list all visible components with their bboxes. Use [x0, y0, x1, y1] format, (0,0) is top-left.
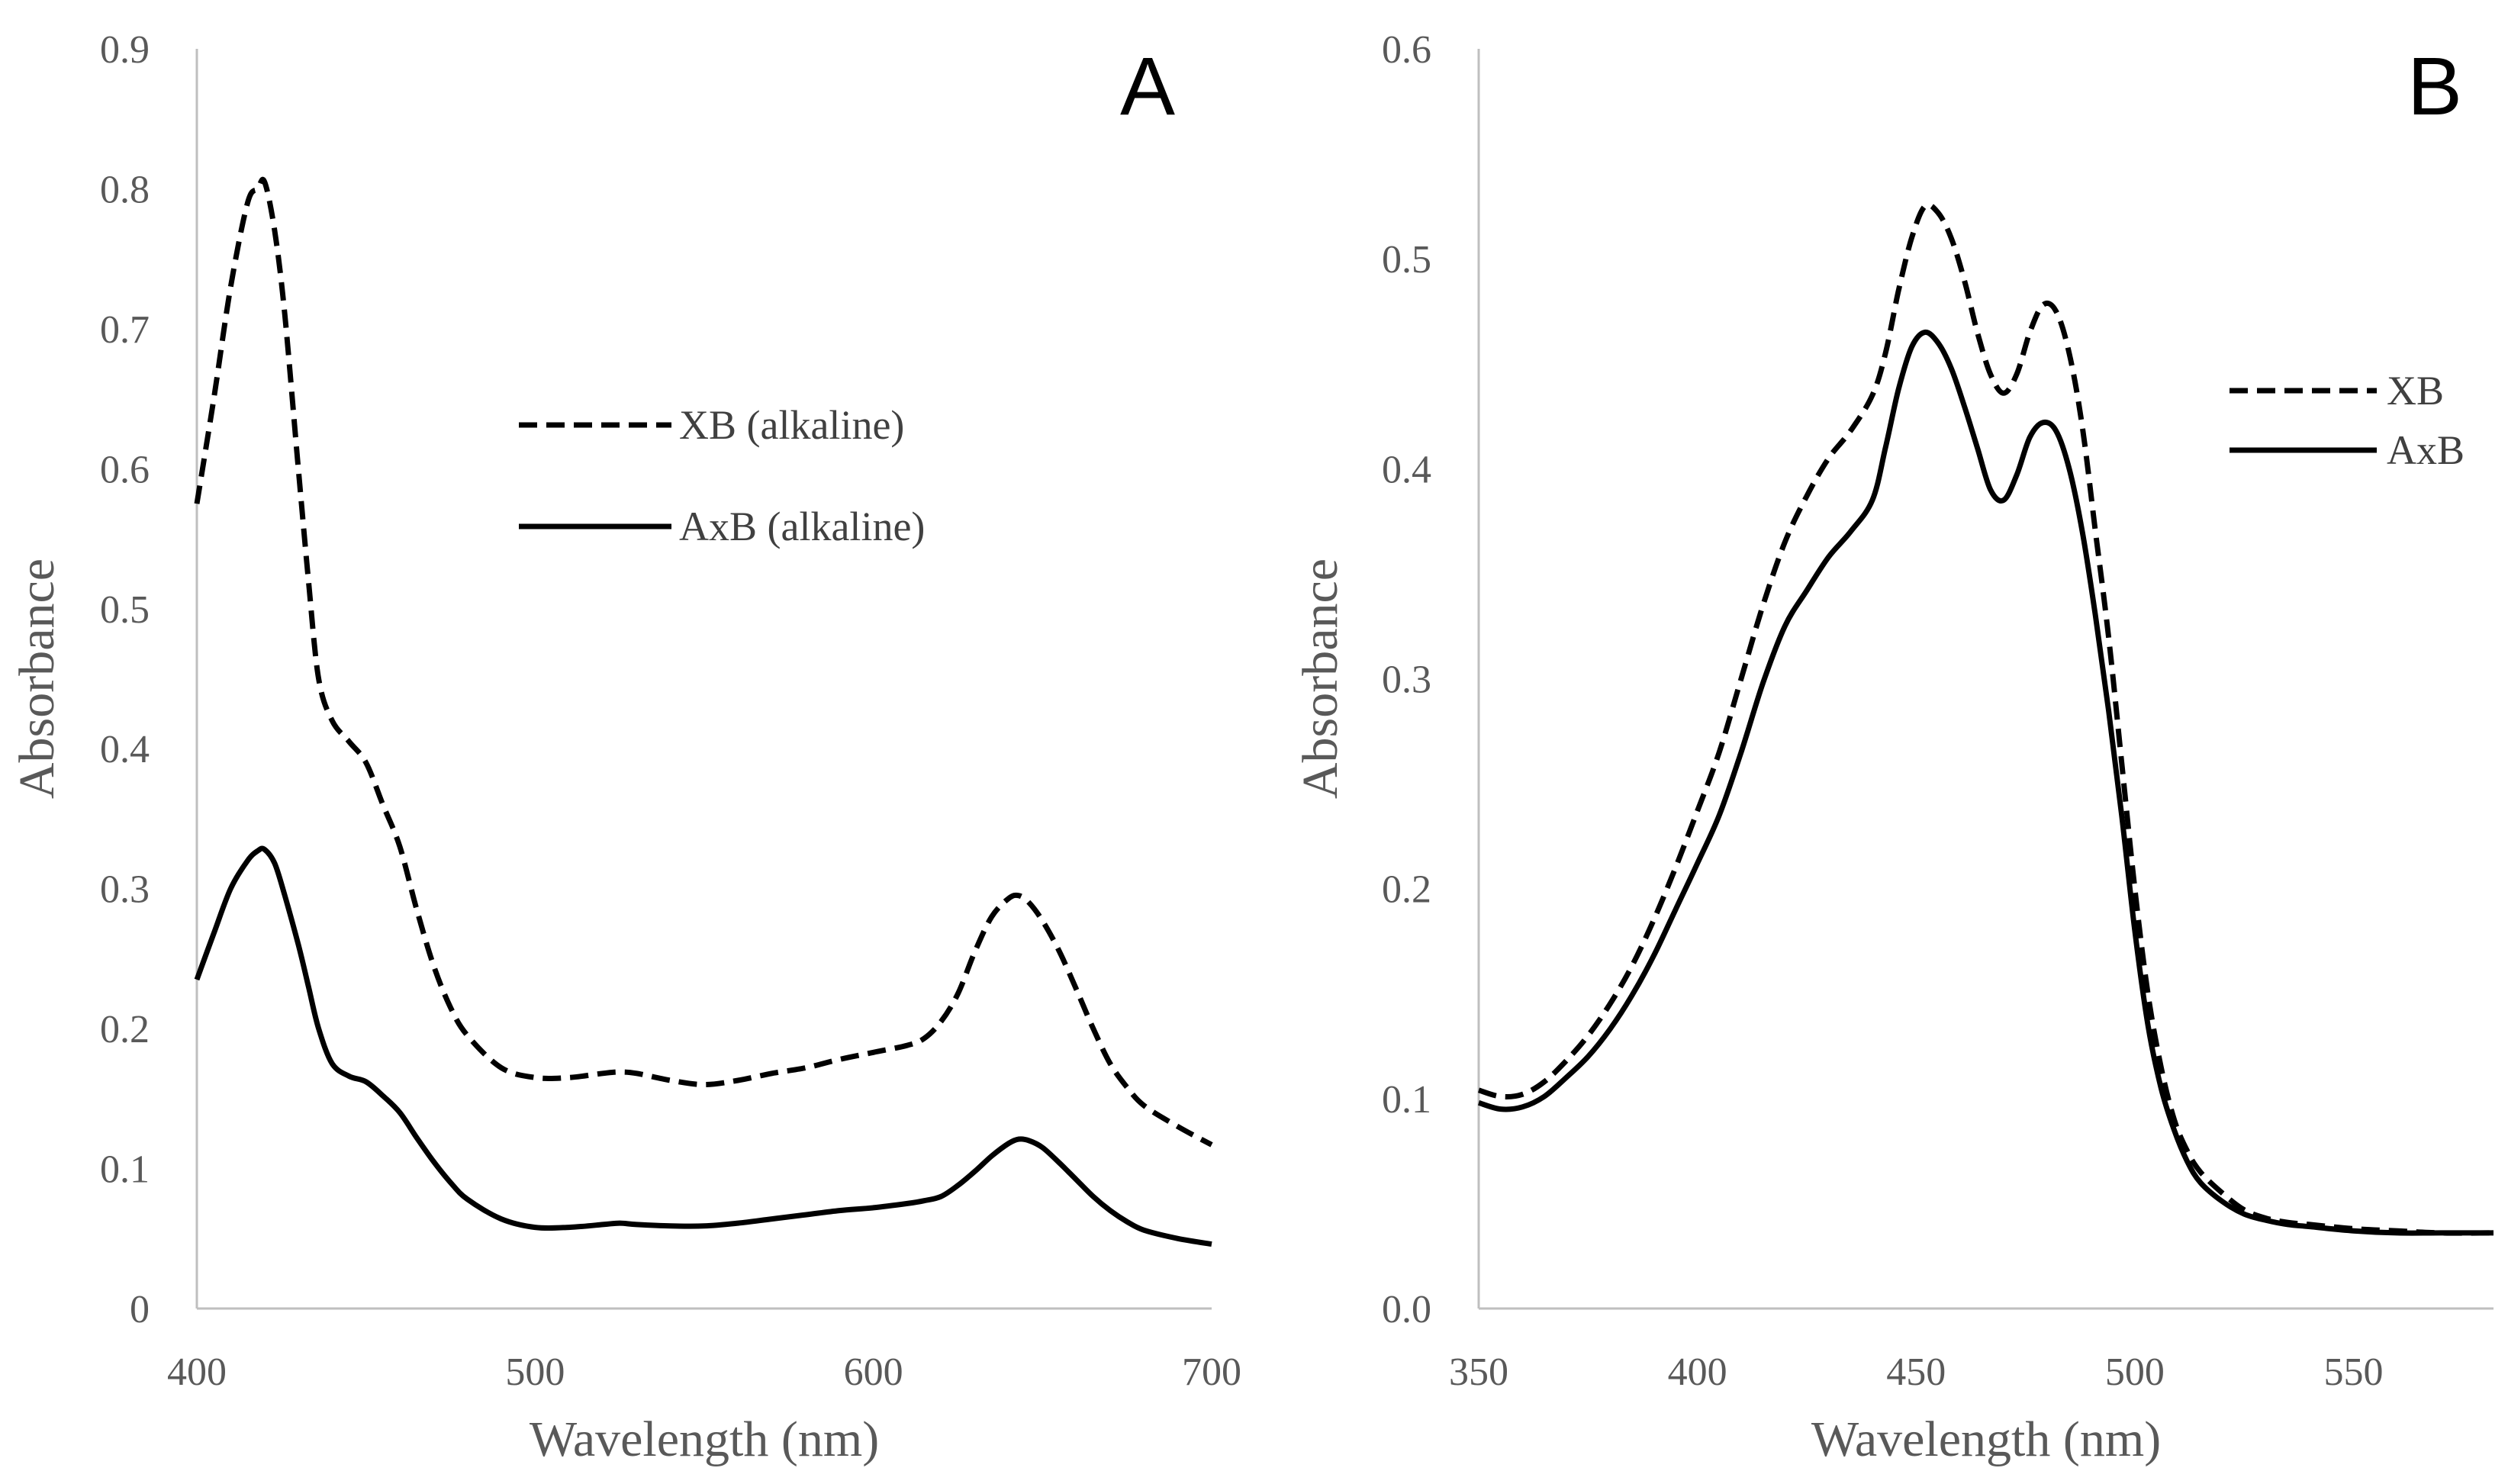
- panel-a-y-tick-0-1: 0.1: [100, 1148, 150, 1192]
- legend-label-xb: XB: [2387, 368, 2444, 414]
- panel-a-y-tick-0-4: 0.4: [100, 728, 150, 771]
- panel-b-y-tick-0-0: 0.0: [1382, 1288, 1431, 1331]
- panel-b-x-tick-500: 500: [2105, 1350, 2165, 1394]
- panel-a-y-tick-0-2: 0.2: [100, 1008, 150, 1051]
- panel-a-x-tick-600: 600: [844, 1350, 903, 1394]
- panel-b-y-tick-0-5: 0.5: [1382, 238, 1431, 282]
- panel-a-y-tick-0-6: 0.6: [100, 448, 150, 491]
- panel-b-y-tick-0-3: 0.3: [1382, 658, 1431, 702]
- panel-a-y-tick-0-9: 0.9: [100, 28, 150, 72]
- panel-b-x-tick-550: 550: [2324, 1350, 2384, 1394]
- panel-a-y-tick-0-3: 0.3: [100, 868, 150, 912]
- panel-a-y-axis-title: Absorbance: [9, 559, 65, 799]
- panel-a: 0 0.1 0.2 0.3 0.4 0.5 0.6 0.7 0.8 0.9 400 500 600 70…: [9, 28, 1241, 1467]
- panel-b-x-tick-400: 400: [1668, 1350, 1727, 1394]
- panel-a-y-tick-0-5: 0.5: [100, 588, 150, 632]
- panel-a-series-axb-alkaline: [194, 845, 1212, 1247]
- legend-label-xb-alkaline: XB (alkaline): [679, 402, 904, 448]
- panel-b-x-tick-350: 350: [1449, 1350, 1508, 1394]
- panel-b-y-tick-0-4: 0.4: [1382, 448, 1431, 491]
- panel-b-y-tick-0-1: 0.1: [1382, 1078, 1431, 1122]
- panel-b-x-tick-450: 450: [1886, 1350, 1946, 1394]
- panel-b-series-xb: [1477, 201, 2494, 1236]
- panel-b-series-axb: [1477, 329, 2494, 1236]
- panel-a-x-tick-500: 500: [505, 1350, 565, 1394]
- legend-label-axb: AxB: [2387, 427, 2465, 473]
- panel-b-y-tick-0-6: 0.6: [1382, 28, 1431, 72]
- panel-a-y-tick-0-8: 0.8: [100, 168, 150, 211]
- panel-a-y-tick-0: 0: [130, 1288, 150, 1331]
- panel-b-x-ticks: 350 400 450 500 550: [1449, 1350, 2384, 1394]
- panel-a-y-tick-0-7: 0.7: [100, 308, 150, 352]
- panel-a-y-ticks: 0 0.1 0.2 0.3 0.4 0.5 0.6 0.7 0.8 0.9: [100, 28, 150, 1331]
- panel-a-x-tick-400: 400: [167, 1350, 227, 1394]
- panel-a-series-xb-alkaline: [194, 176, 1213, 1148]
- panel-b-y-axis-title: Absorbance: [1293, 559, 1348, 799]
- panel-b-legend: XB AxB: [2230, 368, 2465, 473]
- panel-b-y-tick-0-2: 0.2: [1382, 868, 1431, 912]
- panel-a-label: A: [1120, 40, 1175, 132]
- panel-a-series-group: [194, 176, 1213, 1247]
- panel-b-series-group: [1477, 201, 2494, 1236]
- legend-label-axb-alkaline: AxB (alkaline): [679, 504, 925, 549]
- panel-b-y-ticks: 0.0 0.1 0.2 0.3 0.4 0.5 0.6: [1382, 28, 1431, 1331]
- panel-a-x-tick-700: 700: [1182, 1350, 1241, 1394]
- panel-a-legend: XB (alkaline) AxB (alkaline): [519, 402, 925, 549]
- panel-a-x-axis-title: Wavelength (nm): [530, 1412, 879, 1467]
- panel-b-label: B: [2407, 40, 2462, 132]
- panel-a-x-ticks: 400 500 600 700: [167, 1350, 1241, 1394]
- panel-b-x-axis-title: Wavelength (nm): [1811, 1412, 2161, 1467]
- panel-b: 0.0 0.1 0.2 0.3 0.4 0.5 0.6 350 400 450 500 550 Wa…: [1293, 28, 2494, 1467]
